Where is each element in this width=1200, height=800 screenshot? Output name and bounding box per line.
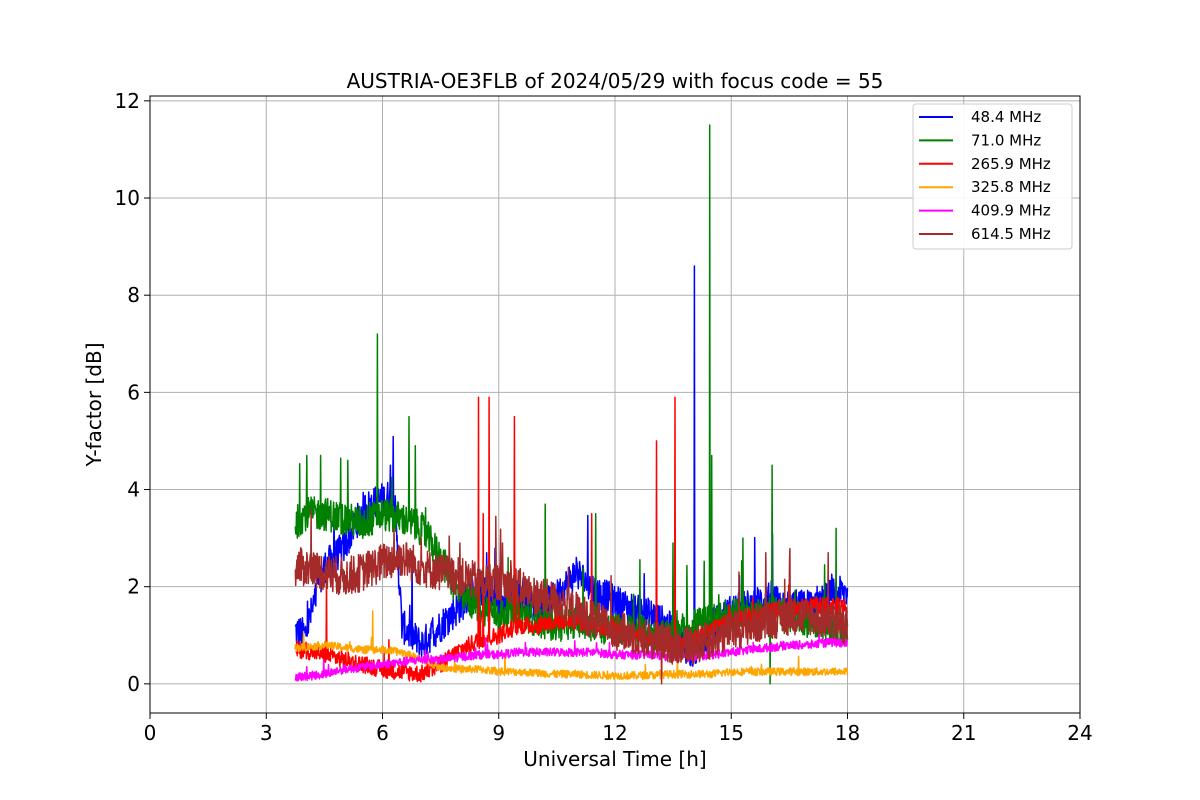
- y-tick-label: 10: [115, 186, 140, 210]
- series-line: [294, 610, 849, 681]
- x-axis-label: Universal Time [h]: [523, 747, 706, 771]
- series-line: [294, 509, 849, 685]
- legend-entry-label: 265.9 MHz: [971, 155, 1051, 173]
- y-tick-label: 0: [127, 672, 140, 696]
- y-axis: 0 2 4 6 8 10 12: [115, 89, 150, 696]
- x-tick-label: 9: [492, 721, 505, 745]
- legend-entry-label: 409.9 MHz: [971, 202, 1051, 220]
- x-tick-label: 6: [376, 721, 389, 745]
- plot-area: [294, 124, 849, 685]
- x-axis: 0 3 6 9 12 15 18 21 24: [144, 713, 1093, 745]
- legend-entry-label: 325.8 MHz: [971, 178, 1051, 196]
- x-tick-label: 0: [144, 721, 157, 745]
- y-axis-label: Y-factor [dB]: [82, 342, 106, 467]
- legend: 48.4 MHz 71.0 MHz 265.9 MHz 325.8 MHz 409.9…: [912, 103, 1073, 250]
- legend-entry-label: 71.0 MHz: [971, 131, 1041, 149]
- series-line: [294, 626, 848, 682]
- legend-entry-label: 48.4 MHz: [971, 108, 1041, 126]
- series-line: [294, 396, 848, 683]
- x-tick-label: 21: [951, 721, 976, 745]
- x-tick-label: 3: [260, 721, 273, 745]
- x-tick-label: 15: [719, 721, 744, 745]
- x-tick-label: 18: [835, 721, 860, 745]
- x-tick-label: 12: [602, 721, 627, 745]
- y-tick-label: 6: [127, 380, 140, 404]
- chart-title: AUSTRIA-OE3FLB of 2024/05/29 with focus …: [347, 69, 884, 93]
- y-tick-label: 2: [127, 575, 140, 599]
- y-tick-label: 4: [127, 478, 140, 502]
- legend-entry-label: 614.5 MHz: [971, 225, 1051, 243]
- y-tick-label: 12: [115, 89, 140, 113]
- y-tick-label: 8: [127, 283, 140, 307]
- x-tick-label: 24: [1067, 721, 1092, 745]
